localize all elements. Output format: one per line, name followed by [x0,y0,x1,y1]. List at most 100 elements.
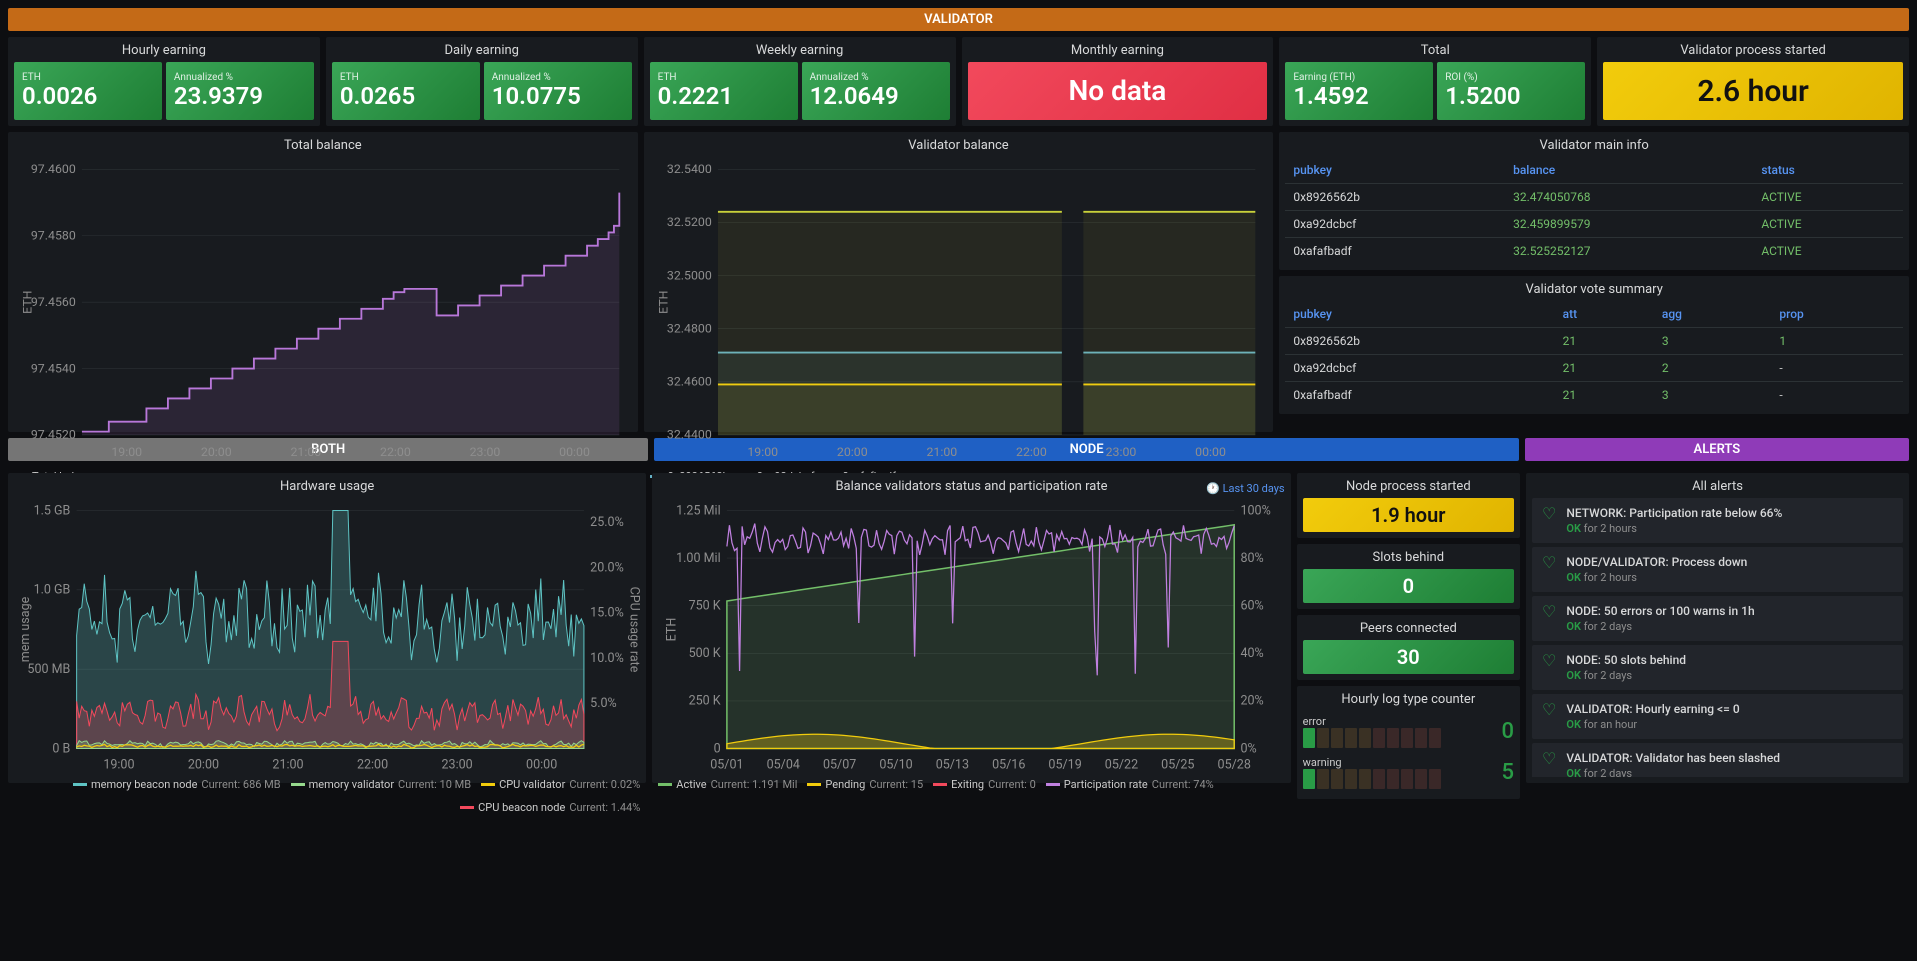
table-header[interactable]: balance [1505,157,1753,184]
alert-item[interactable]: ♡ VALIDATOR: Hourly earning <= 0 OK for … [1532,694,1903,739]
svg-text:00:00: 00:00 [526,758,557,773]
chart-total-balance[interactable]: 97.452097.454097.456097.458097.460019:00… [14,157,632,466]
time-range[interactable]: 🕐 Last 30 days [1128,482,1285,495]
legend-current: Current: 0.02% [569,778,640,791]
legend-label: Participation rate [1064,778,1148,791]
svg-text:05/10: 05/10 [880,758,913,773]
chart-balance-status[interactable]: 0250 K500 K750 K1.00 Mil1.25 Mil0%20%40%… [658,498,1284,774]
svg-text:32.5000: 32.5000 [667,269,712,283]
stat-value: No data [976,76,1260,107]
alert-status: OK [1566,669,1581,682]
table-row[interactable]: 0xa92dcbcf32.459899579ACTIVE [1285,211,1903,238]
alert-item[interactable]: ♡ NETWORK: Participation rate below 66% … [1532,498,1903,543]
table-row[interactable]: 0x8926562b2131 [1285,328,1903,355]
clock-icon: 🕐 [1206,482,1220,495]
legend-current: Current: 1.44% [569,801,640,814]
cell-status: ACTIVE [1753,211,1903,238]
svg-text:32.4400: 32.4400 [667,429,712,443]
svg-text:05/04: 05/04 [767,758,800,773]
svg-text:21:00: 21:00 [290,446,321,460]
table-row[interactable]: 0xafafbadf213- [1285,382,1903,409]
svg-text:100%: 100% [1241,503,1271,518]
legend-label: Exiting [951,778,984,791]
stat-value: 1.9 hour [1311,504,1506,526]
log-cell [1415,728,1427,748]
alert-title: VALIDATOR: Validator has been slashed [1566,751,1893,765]
panel-daily-earning: Daily earning ETH 0.0265 Annualized % 10… [326,37,638,126]
panel-title: Weekly earning [650,43,950,58]
heart-icon: ♡ [1542,604,1556,620]
legend-item[interactable]: memory validator Current: 10 MB [291,778,471,791]
stat-total-roi: ROI (%) 1.5200 [1437,62,1585,120]
cell-att: 21 [1555,328,1654,355]
table-row[interactable]: 0x8926562b32.474050768ACTIVE [1285,184,1903,211]
cell-prop: 1 [1771,328,1903,355]
table-header[interactable]: att [1555,301,1654,328]
legend-item[interactable]: Active Current: 1.191 Mil [658,778,797,791]
legend-item[interactable]: CPU beacon node Current: 1.44% [460,801,640,814]
panel-title: Node process started [1303,479,1514,494]
panel-monthly-earning: Monthly earning No data [962,37,1274,126]
table-row[interactable]: 0xafafbadf32.525252127ACTIVE [1285,238,1903,265]
log-label-error: error [1303,715,1502,728]
table-header[interactable]: agg [1654,301,1772,328]
log-label-warning: warning [1303,756,1502,769]
svg-text:05/01: 05/01 [711,758,744,773]
cell-pubkey: 0x8926562b [1285,328,1554,355]
legend-item[interactable]: Pending Current: 15 [807,778,923,791]
panel-peers: Peers connected 30 [1297,615,1520,680]
svg-text:0 B: 0 B [52,741,70,756]
svg-text:05/22: 05/22 [1105,758,1138,773]
section-header-validator[interactable]: VALIDATOR [8,8,1909,31]
alert-item[interactable]: ♡ VALIDATOR: Validator has been slashed … [1532,743,1903,777]
stat-peers: 30 [1303,640,1514,674]
svg-text:00:00: 00:00 [559,446,590,460]
table-header[interactable]: pubkey [1285,301,1554,328]
cell-pubkey: 0xafafbadf [1285,382,1554,409]
table-header[interactable]: status [1753,157,1903,184]
svg-text:05/07: 05/07 [823,758,856,773]
log-cell [1331,769,1343,789]
cell-balance: 32.525252127 [1505,238,1753,265]
log-cell [1387,769,1399,789]
chart-validator-balance[interactable]: 32.440032.460032.480032.500032.520032.54… [650,157,1268,466]
cell-pubkey: 0xa92dcbcf [1285,211,1505,238]
legend-item[interactable]: Exiting Current: 0 [933,778,1036,791]
svg-text:40%: 40% [1241,646,1264,661]
alert-item[interactable]: ♡ NODE: 50 errors or 100 warns in 1h OK … [1532,596,1903,641]
stat-total-eth: Earning (ETH) 1.4592 [1285,62,1433,120]
panel-vote-summary: Validator vote summary pubkeyattaggprop … [1279,276,1909,414]
table-row[interactable]: 0xa92dcbcf212- [1285,355,1903,382]
section-header-alerts[interactable]: ALERTS [1525,438,1909,461]
alert-status: OK [1566,620,1581,633]
panel-hourly-earning: Hourly earning ETH 0.0026 Annualized % 2… [8,37,320,126]
panel-title: Validator main info [1285,138,1903,153]
stat-value: 0.0265 [340,83,472,109]
svg-text:20%: 20% [1241,694,1264,709]
legend-item[interactable]: CPU validator Current: 0.02% [481,778,640,791]
svg-text:0: 0 [714,741,721,756]
legend-item[interactable]: memory beacon node Current: 686 MB [73,778,281,791]
legend-label: Active [676,778,706,791]
stat-started: 2.6 hour [1603,62,1903,120]
legend-current: Current: 10 MB [398,778,471,791]
alert-duration: for 2 days [1584,620,1632,633]
stat-hourly-ann: Annualized % 23.9379 [166,62,314,120]
svg-text:21:00: 21:00 [272,758,303,773]
alert-status: OK [1566,767,1581,777]
chart-hardware[interactable]: 0 B500 MB1.0 GB1.5 GB5.0%10.0%15.0%20.0%… [14,498,640,774]
cell-att: 21 [1555,382,1654,409]
table-header[interactable]: pubkey [1285,157,1505,184]
table-header[interactable]: prop [1771,301,1903,328]
alert-item[interactable]: ♡ NODE/VALIDATOR: Process down OK for 2 … [1532,547,1903,592]
alert-item[interactable]: ♡ NODE: 50 slots behind OK for 2 days [1532,645,1903,690]
panel-title: Hourly log type counter [1303,692,1514,707]
legend-item[interactable]: Participation rate Current: 74% [1046,778,1214,791]
cell-agg: 3 [1654,328,1772,355]
log-cell [1303,728,1315,748]
svg-text:32.5400: 32.5400 [667,163,712,177]
panel-title: Balance validators status and participat… [815,479,1128,494]
log-cell [1401,769,1413,789]
table-main-info: pubkeybalancestatus 0x8926562b32.4740507… [1285,157,1903,264]
stat-value: 12.0649 [810,83,942,109]
